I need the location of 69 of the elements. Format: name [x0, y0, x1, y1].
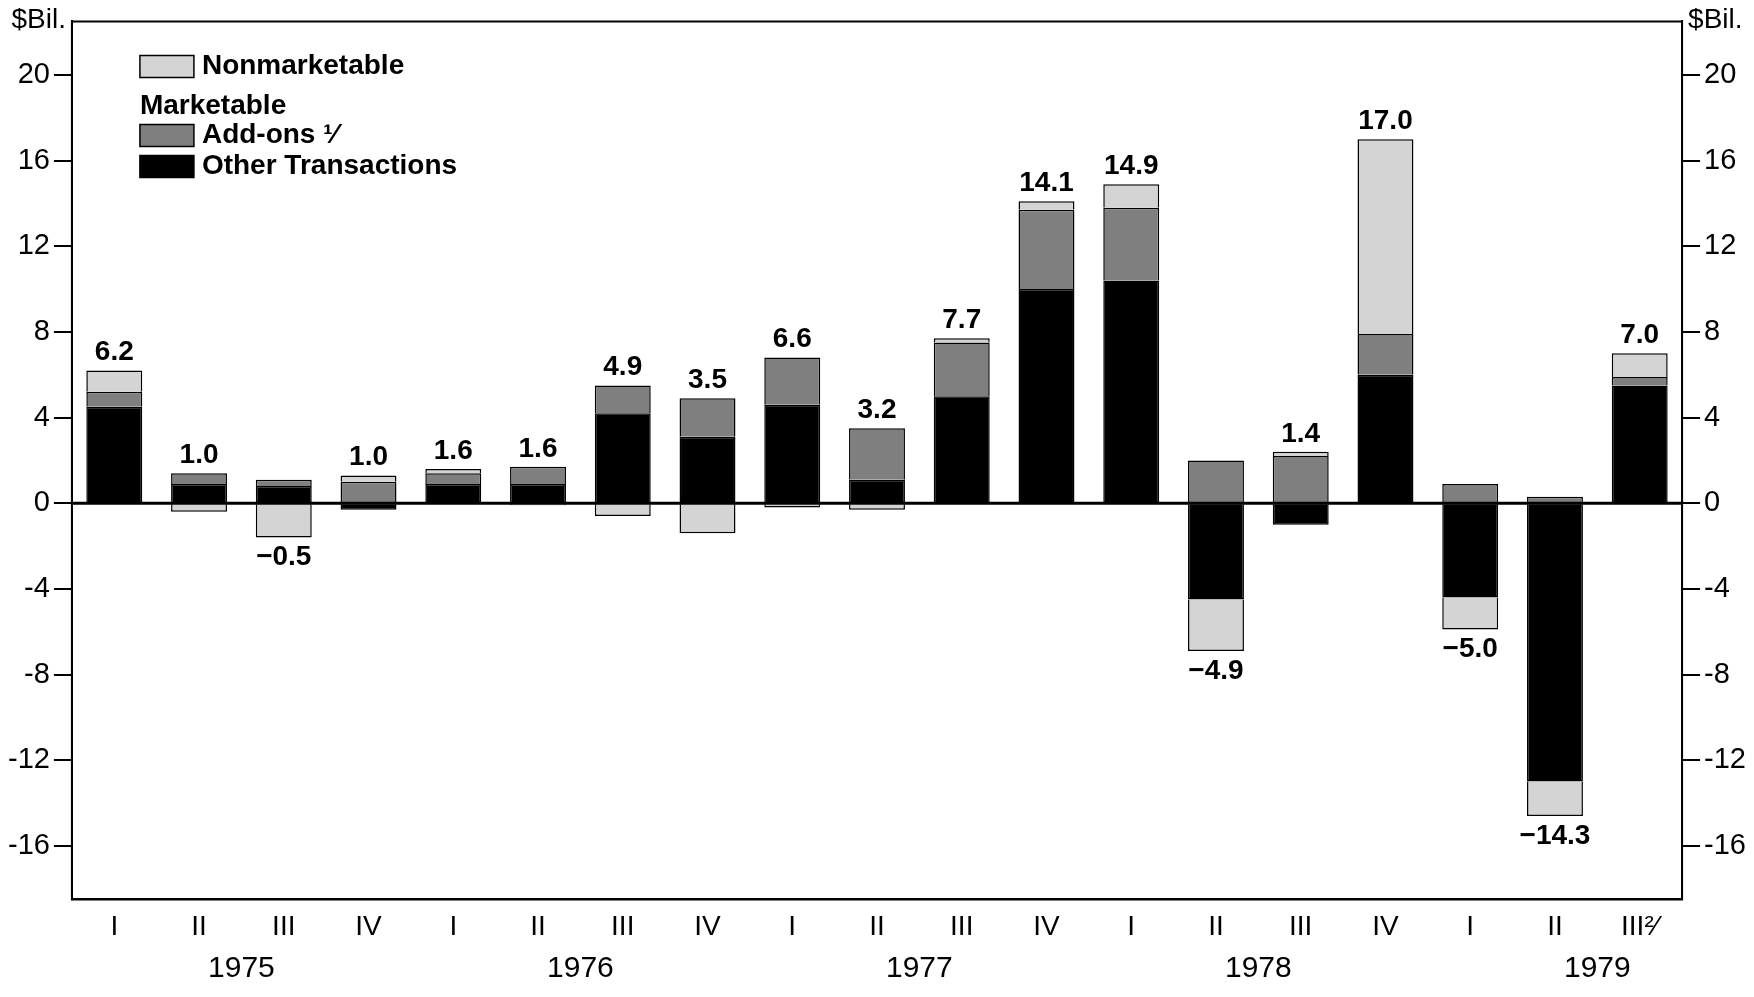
total-label: 3.2	[857, 393, 897, 424]
total-label: −4.9	[1188, 653, 1244, 685]
y2-axis-title: $Bil.	[1688, 2, 1743, 34]
y-tick-label: -12	[7, 742, 50, 775]
y-tick-label: 4	[33, 399, 50, 432]
total-label: 1.6	[518, 431, 558, 463]
y-tick-label: 12	[17, 228, 50, 261]
total-label: 6.6	[772, 322, 812, 354]
x-tick-label: I	[788, 909, 797, 941]
y-tick-label: 16	[17, 142, 50, 175]
total-label: 1.0	[179, 437, 219, 469]
x-tick-label: IV	[1033, 909, 1061, 941]
x-tick-label: IV	[694, 909, 722, 941]
total-label: 7.0	[1620, 318, 1660, 350]
x-tick-label: III	[272, 909, 296, 941]
total-label: 17.0	[1358, 103, 1413, 135]
y-axis-title: $Bil.	[11, 2, 66, 34]
y2-tick-label: 8	[1704, 313, 1721, 346]
y-tick-label: 0	[33, 485, 50, 518]
x-tick-label: II	[869, 909, 885, 941]
x-tick-label: II	[530, 909, 546, 941]
legend-title: Marketable	[139, 89, 287, 121]
legend-label: Nonmarketable	[201, 49, 405, 81]
y2-tick-label: 0	[1704, 485, 1721, 518]
x-tick-label: II	[191, 909, 207, 941]
y-tick-label: -8	[24, 656, 50, 689]
x-tick-label: IV	[1372, 909, 1400, 941]
total-label: 6.2	[94, 335, 134, 367]
total-label: 3.5	[688, 363, 727, 395]
x-tick-label: I	[1466, 909, 1475, 941]
total-label: 4.9	[603, 350, 643, 382]
total-label: 1.4	[1281, 416, 1321, 448]
total-label: −5.0	[1442, 632, 1498, 664]
text: 1977	[886, 949, 953, 983]
y2-tick-label: -8	[1704, 656, 1730, 689]
text: 1979	[1563, 949, 1631, 983]
y-tick-label: -16	[7, 827, 50, 860]
total-label: 1.6	[433, 433, 473, 465]
total-label: 14.9	[1103, 148, 1159, 180]
x-tick-label: IV	[355, 909, 383, 941]
y-tick-label: 8	[33, 313, 50, 346]
x-tick-label: III	[1289, 909, 1313, 941]
legend-label: Other Transactions	[201, 149, 458, 181]
legend-label: Add-ons ¹⁄	[201, 118, 343, 150]
text: 1975	[208, 949, 275, 983]
text: 1976	[547, 949, 614, 983]
y-tick-label: 20	[17, 56, 50, 89]
y2-tick-label: -4	[1704, 570, 1730, 603]
x-tick-label: I	[449, 909, 458, 941]
text: 1978	[1224, 949, 1292, 983]
total-label: 7.7	[942, 303, 982, 335]
y2-tick-label: 12	[1704, 228, 1737, 261]
total-label: −14.3	[1519, 818, 1591, 850]
total-label: 14.1	[1019, 166, 1074, 197]
x-tick-label: III	[950, 909, 974, 941]
y2-tick-label: 4	[1704, 399, 1721, 432]
x-tick-label: II	[1208, 909, 1224, 941]
y2-tick-label: -16	[1704, 827, 1747, 860]
x-tick-label: III	[611, 909, 635, 941]
y2-tick-label: -12	[1704, 742, 1747, 775]
total-label: −0.5	[256, 540, 312, 572]
x-tick-label: III²⁄	[1621, 909, 1663, 941]
y2-tick-label: 16	[1704, 142, 1737, 175]
y-tick-label: -4	[24, 570, 50, 603]
x-tick-label: I	[110, 909, 119, 941]
x-tick-label: II	[1547, 909, 1563, 941]
x-tick-label: I	[1127, 909, 1136, 941]
y2-tick-label: 20	[1704, 56, 1737, 89]
total-label: 1.0	[349, 440, 388, 472]
